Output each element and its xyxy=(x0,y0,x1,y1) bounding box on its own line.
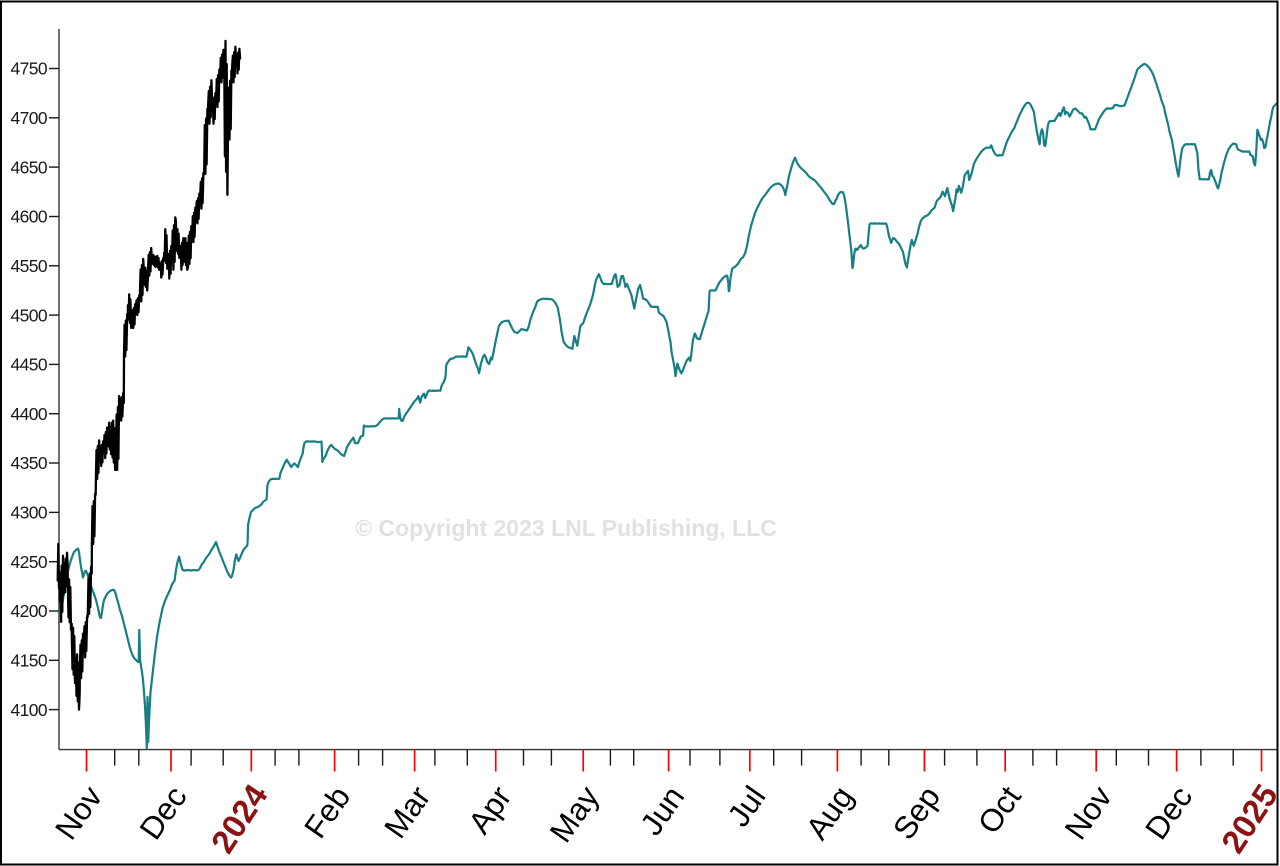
svg-text:© Copyright 2023 LNL Publishin: © Copyright 2023 LNL Publishing, LLC xyxy=(355,515,777,541)
svg-text:4400: 4400 xyxy=(10,404,47,424)
svg-text:4700: 4700 xyxy=(10,108,47,128)
svg-text:4200: 4200 xyxy=(10,601,47,621)
svg-text:4250: 4250 xyxy=(10,552,47,572)
svg-text:4450: 4450 xyxy=(10,355,47,375)
svg-text:4150: 4150 xyxy=(10,651,47,671)
svg-text:4350: 4350 xyxy=(10,453,47,473)
svg-text:4550: 4550 xyxy=(10,256,47,276)
svg-text:4650: 4650 xyxy=(10,157,47,177)
svg-text:4300: 4300 xyxy=(10,503,47,523)
svg-text:4500: 4500 xyxy=(10,305,47,325)
svg-text:4600: 4600 xyxy=(10,207,47,227)
svg-text:4100: 4100 xyxy=(10,700,47,720)
svg-text:4750: 4750 xyxy=(10,59,47,79)
